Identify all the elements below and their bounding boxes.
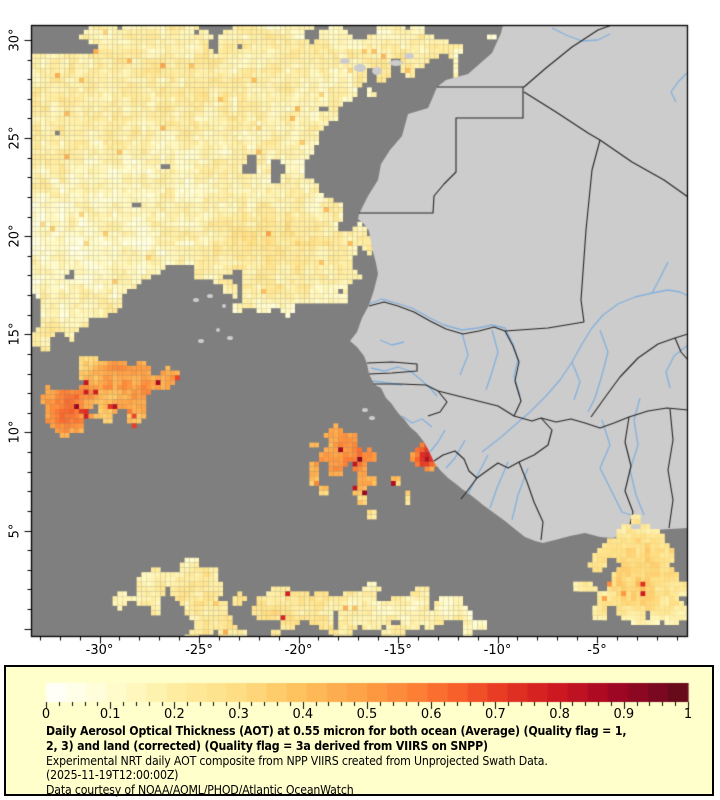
x-axis-tick-label: -15° — [384, 643, 412, 658]
legend-box: 0 0.1 0.2 0.3 0.4 0.5 0.6 0.7 0.8 0.9 1 Daily Aero… — [4, 665, 715, 798]
colorbar-tick-label: 0.4 — [292, 707, 314, 722]
caption-title-line: 2, 3) and land (corrected) (Quality flag… — [46, 737, 488, 753]
x-axis-tick-label: -20° — [284, 643, 313, 658]
aot-map-canvas — [0, 0, 720, 664]
colorbar-tick-label: 0.7 — [485, 707, 506, 722]
y-axis-tick-label: 5° — [7, 523, 23, 538]
caption-line: Experimental NRT daily AOT composite fro… — [46, 752, 548, 768]
caption-title-line: Daily Aerosol Optical Thickness (AOT) at… — [46, 723, 627, 738]
colorbar-tick-label: 0.9 — [613, 707, 635, 722]
x-axis-tick-label: -5° — [587, 643, 607, 658]
colorbar-tick-label: 0 — [41, 707, 51, 722]
colorbar-canvas — [40, 681, 700, 713]
x-axis-tick-label: -25° — [185, 643, 213, 658]
colorbar-tick-label: 0.3 — [228, 707, 249, 722]
y-axis-tick-label: 20° — [7, 224, 23, 248]
colorbar-tick-label: 1 — [683, 707, 693, 722]
colorbar-tick-label: 0.6 — [420, 707, 442, 722]
x-axis-tick-label: -30° — [85, 643, 114, 658]
caption-line: Data courtesy of NOAA/AOML/PHOD/Atlantic… — [46, 782, 354, 798]
y-axis-tick-label: 10° — [7, 420, 23, 444]
y-axis-tick-label: 25° — [7, 126, 23, 150]
caption-block: Daily Aerosol Optical Thickness (AOT) at… — [46, 723, 715, 798]
caption-line: (2025-11-19T12:00:00Z) — [46, 767, 179, 783]
y-axis-tick-label: 15° — [7, 322, 23, 346]
colorbar-tick-label: 0.1 — [99, 707, 121, 722]
colorbar-tick-label: 0.8 — [549, 707, 570, 722]
colorbar-tick-label: 0.5 — [356, 707, 378, 722]
x-axis-tick-label: -10° — [483, 643, 512, 658]
colorbar-tick-label: 0.2 — [164, 707, 185, 722]
y-axis-tick-label: 30° — [7, 28, 23, 52]
